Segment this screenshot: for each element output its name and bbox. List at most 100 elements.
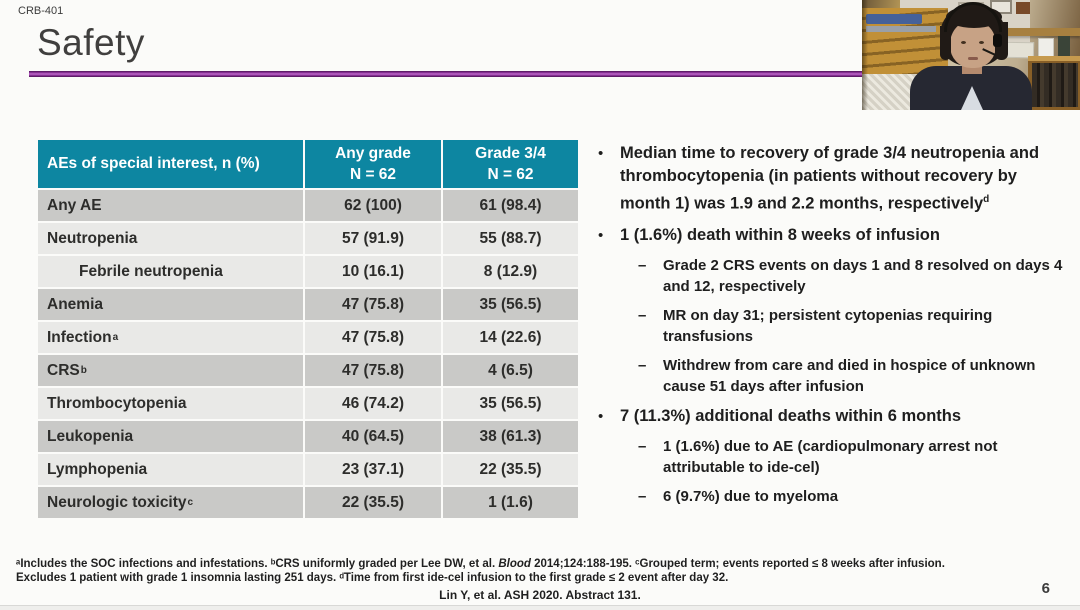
dash-marker: – — [638, 356, 647, 374]
dash-marker: – — [638, 437, 647, 455]
webcam-picture-frame — [1016, 2, 1030, 14]
bullet-text: Median time to recovery of grade 3/4 neu… — [620, 144, 1040, 213]
ae-label: Thrombocytopenia — [38, 388, 303, 419]
webcam-shelf — [946, 28, 1080, 36]
sub-bullet-text: Withdrew from care and died in hospice o… — [663, 356, 1036, 395]
grade-3-4-value: 35 (56.5) — [443, 388, 578, 419]
webcam-box — [1058, 36, 1070, 60]
ae-label: Febrile neutropenia — [38, 256, 303, 287]
dash-marker: – — [638, 306, 647, 324]
sub-bullet-text: Grade 2 CRS events on days 1 and 8 resol… — [663, 256, 1063, 295]
ae-label: Any AE — [38, 190, 303, 221]
table-header-any-grade: Any grade N = 62 — [305, 140, 441, 188]
webcam-bookshelf-edge — [1028, 56, 1080, 61]
bullet-marker: • — [598, 145, 604, 162]
bullet-marker: • — [598, 407, 604, 425]
table-row: Thrombocytopenia 46 (74.2) 35 (56.5) — [38, 388, 578, 419]
header-any-grade-line2: N = 62 — [349, 166, 397, 183]
webcam-binder — [866, 14, 922, 24]
table-row: CRS b 47 (75.8) 4 (6.5) — [38, 355, 578, 386]
any-grade-value: 22 (35.5) — [305, 487, 441, 518]
webcam-shelf-strip — [866, 26, 936, 32]
sub-bullet-item: –1 (1.6%) due to AE (cardiopulmonary arr… — [638, 436, 1066, 478]
grade-3-4-value: 1 (1.6) — [443, 487, 578, 518]
any-grade-value: 47 (75.8) — [305, 355, 441, 386]
table-header-grade-3-4: Grade 3/4 N = 62 — [443, 140, 578, 188]
webcam-books — [1032, 63, 1078, 107]
bullet-item: • Median time to recovery of grade 3/4 ne… — [598, 142, 1066, 216]
presenter-eye — [961, 41, 966, 44]
ae-table: AEs of special interest, n (%) Any grade… — [38, 140, 578, 518]
table-row: Neurologic toxicity c 22 (35.5) 1 (1.6) — [38, 487, 578, 518]
sub-bullet-text: 1 (1.6%) due to AE (cardiopulmonary arre… — [663, 437, 998, 476]
sub-bullet-item: – MR on day 31; persistent cytopenias req… — [638, 305, 1066, 347]
any-grade-value: 57 (91.9) — [305, 223, 441, 254]
table-row: Anemia 47 (75.8) 35 (56.5) — [38, 289, 578, 320]
footnotes: ᵃIncludes the SOC infections and infesta… — [16, 557, 1068, 585]
footnote-journal-name: Blood — [498, 558, 531, 570]
table-row: Lymphopenia 23 (37.1) 22 (35.5) — [38, 454, 578, 485]
dash-marker: – — [638, 256, 647, 274]
footnote-line-1: ᵃIncludes the SOC infections and infesta… — [16, 557, 1068, 571]
bullet-item: • 7 (11.3%) additional deaths within 6 mo… — [598, 405, 1066, 428]
sub-bullet-item: –6 (9.7%) due to myeloma — [638, 486, 1066, 507]
citation: Lin Y, et al. ASH 2020. Abstract 131. — [439, 588, 641, 602]
bullet-text: 1 (1.6%) death within 8 weeks of infusio… — [620, 225, 940, 244]
any-grade-value: 62 (100) — [305, 190, 441, 221]
ae-label: Infection a — [38, 322, 303, 353]
table-row: Febrile neutropenia 10 (16.1) 8 (12.9) — [38, 256, 578, 287]
table-row: Leukopenia 40 (64.5) 38 (61.3) — [38, 421, 578, 452]
presenter-hair-side — [940, 26, 951, 60]
table-header-aes: AEs of special interest, n (%) — [38, 140, 303, 188]
grade-3-4-value: 38 (61.3) — [443, 421, 578, 452]
headset-earcup-icon — [993, 34, 1002, 47]
bullet-marker: • — [598, 226, 604, 244]
footnote-line-1-text: ᵃIncludes the SOC infections and infesta… — [16, 558, 499, 570]
grade-3-4-value: 8 (12.9) — [443, 256, 578, 287]
bullet-list: • Median time to recovery of grade 3/4 ne… — [598, 142, 1066, 507]
table-row: Infection a 47 (75.8) 14 (22.6) — [38, 322, 578, 353]
table-row: Any AE 62 (100) 61 (98.4) — [38, 190, 578, 221]
header-grade-3-4-line1: Grade 3/4 — [475, 145, 546, 162]
presenter-mouth — [968, 57, 978, 60]
any-grade-value: 40 (64.5) — [305, 421, 441, 452]
bullet-item: • 1 (1.6%) death within 8 weeks of infusi… — [598, 224, 1066, 247]
ae-label: Neutropenia — [38, 223, 303, 254]
study-id-label: CRB-401 — [18, 5, 64, 17]
grade-3-4-value: 22 (35.5) — [443, 454, 578, 485]
ae-label: Anemia — [38, 289, 303, 320]
footnote-line-1-cont: 2014;124:188-195. ᶜGrouped term; events … — [530, 558, 945, 570]
ae-label: Neurologic toxicity c — [38, 487, 303, 518]
webcam-edge-shadow — [862, 0, 868, 110]
presenter-eye — [979, 41, 984, 44]
slide-title: Safety — [37, 22, 145, 63]
ae-label: Lymphopenia — [38, 454, 303, 485]
grade-3-4-value: 35 (56.5) — [443, 289, 578, 320]
table-body: Any AE 62 (100) 61 (98.4) Neutropenia 57… — [38, 190, 578, 518]
table-row: Neutropenia 57 (91.9) 55 (88.7) — [38, 223, 578, 254]
grade-3-4-value: 14 (22.6) — [443, 322, 578, 353]
ae-label: CRS b — [38, 355, 303, 386]
any-grade-value: 46 (74.2) — [305, 388, 441, 419]
ae-label: Leukopenia — [38, 421, 303, 452]
presenter-webcam-video[interactable] — [862, 0, 1080, 110]
footnote-line-2: Excludes 1 patient with grade 1 insomnia… — [16, 572, 729, 584]
sub-bullet-text: MR on day 31; persistent cytopenias requ… — [663, 306, 993, 345]
bullet-text: 7 (11.3%) additional deaths within 6 mon… — [620, 406, 962, 425]
grade-3-4-value: 4 (6.5) — [443, 355, 578, 386]
title-underline — [29, 71, 862, 77]
any-grade-value: 23 (37.1) — [305, 454, 441, 485]
bottom-strip — [0, 605, 1080, 610]
header-any-grade-line1: Any grade — [335, 145, 411, 162]
page-number: 6 — [1041, 580, 1050, 597]
grade-3-4-value: 61 (98.4) — [443, 190, 578, 221]
grade-3-4-value: 55 (88.7) — [443, 223, 578, 254]
table-header-row: AEs of special interest, n (%) Any grade… — [38, 140, 578, 188]
sub-bullet-item: – Grade 2 CRS events on days 1 and 8 reso… — [638, 255, 1066, 297]
header-grade-3-4-line2: N = 62 — [487, 166, 534, 183]
any-grade-value: 10 (16.1) — [305, 256, 441, 287]
sub-bullet-item: – Withdrew from care and died in hospice … — [638, 355, 1066, 397]
any-grade-value: 47 (75.8) — [305, 289, 441, 320]
sub-bullet-text: 6 (9.7%) due to myeloma — [663, 487, 839, 505]
